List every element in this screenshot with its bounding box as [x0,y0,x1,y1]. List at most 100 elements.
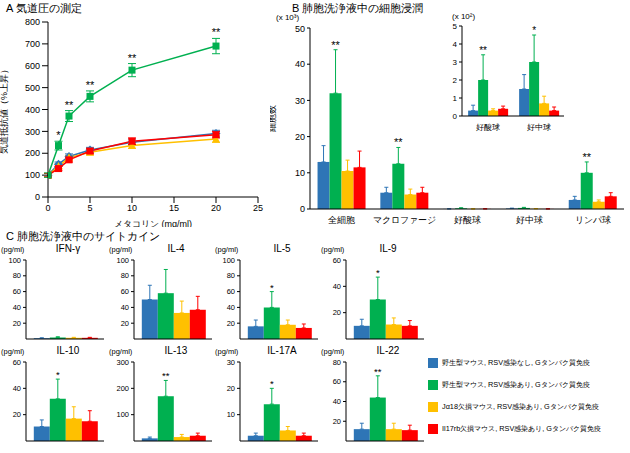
svg-text:40: 40 [333,282,341,291]
svg-text:200: 200 [116,384,129,393]
svg-text:40: 40 [13,303,21,312]
svg-text:20: 20 [295,132,305,142]
svg-text:20: 20 [211,203,221,213]
svg-text:80: 80 [121,271,129,280]
svg-text:*: * [270,378,274,389]
svg-text:**: ** [331,39,340,51]
svg-text:300: 300 [116,358,129,367]
svg-text:60: 60 [227,287,235,296]
svg-text:好酸球: 好酸球 [476,123,500,132]
svg-text:*: * [56,129,61,141]
svg-text:**: ** [128,52,137,64]
svg-text:**: ** [212,26,221,38]
html-text:IL-10: IL-10 [56,345,80,356]
svg-text:10: 10 [127,203,137,213]
svg-text:15: 15 [169,203,179,213]
svg-text:メタコリン (mg/ml): メタコリン (mg/ml) [114,219,192,227]
svg-text:10: 10 [295,168,305,178]
html-text:IL-5: IL-5 [273,243,291,254]
svg-text:リンパ球: リンパ球 [575,215,611,225]
html-text:(pg/ml): (pg/ml) [109,245,133,254]
svg-text:5: 5 [87,203,92,213]
svg-text:10: 10 [227,410,235,419]
svg-text:40: 40 [295,59,305,69]
html-text:(pg/ml): (pg/ml) [215,245,239,254]
svg-text:20: 20 [227,384,235,393]
svg-text:*: * [532,25,536,36]
svg-text:100: 100 [116,256,129,265]
svg-text:**: ** [86,79,95,91]
svg-text:*: * [376,267,380,278]
svg-text:300: 300 [25,127,40,137]
svg-text:60: 60 [333,256,341,265]
svg-text:0: 0 [453,112,458,121]
svg-text:2: 2 [453,76,458,85]
html-text:IL-9: IL-9 [379,243,397,254]
html-text:B 肺胞洗浄液中の細胞浸潤: B 肺胞洗浄液中の細胞浸潤 [292,2,424,14]
svg-text:5: 5 [453,22,458,31]
svg-text:好酸球: 好酸球 [454,215,481,225]
svg-text:700: 700 [25,39,40,49]
svg-text:**: ** [394,136,403,148]
html-text:IFN-γ: IFN-γ [55,243,81,254]
svg-text:800: 800 [25,17,40,27]
html-text:IL-17A: IL-17A [267,345,297,356]
svg-text:3: 3 [453,58,458,67]
svg-text:40: 40 [13,384,21,393]
svg-text:0: 0 [45,203,50,213]
svg-text:60: 60 [13,358,21,367]
svg-text:*: * [56,369,60,380]
svg-text:**: ** [162,370,170,381]
svg-text:20: 20 [333,417,341,426]
svg-text:0: 0 [35,192,40,202]
svg-text:20: 20 [227,319,235,328]
svg-text:500: 500 [25,83,40,93]
svg-text:60: 60 [13,287,21,296]
svg-text:気道抵抗値（%上昇）: 気道抵抗値（%上昇） [8,65,9,154]
svg-text:30: 30 [295,96,305,106]
svg-text:40: 40 [333,397,341,406]
svg-text:好中球: 好中球 [527,123,551,132]
svg-text:40: 40 [227,303,235,312]
svg-text:100: 100 [116,410,129,419]
html-text:(x 10²): (x 10²) [452,12,476,21]
svg-text:80: 80 [13,271,21,280]
svg-text:**: ** [65,99,74,111]
svg-text:4: 4 [453,40,458,49]
svg-text:60: 60 [333,377,341,386]
html-text:IL-22: IL-22 [376,345,400,356]
svg-text:20: 20 [121,319,129,328]
html-text:(pg/ml): (pg/ml) [1,245,25,254]
svg-text:600: 600 [25,61,40,71]
html-text:C 肺胞洗浄液中のサイトカイン: C 肺胞洗浄液中のサイトカイン [6,230,160,242]
svg-text:**: ** [374,366,382,377]
html-text:(x 10³): (x 10³) [276,13,300,22]
svg-text:100: 100 [25,170,40,180]
svg-text:80: 80 [333,358,341,367]
svg-text:60: 60 [121,287,129,296]
svg-text:1: 1 [453,94,458,103]
svg-text:マクロファージ: マクロファージ [373,215,436,225]
svg-text:40: 40 [121,303,129,312]
svg-text:細胞数: 細胞数 [270,105,277,133]
svg-text:全細胞: 全細胞 [328,215,355,225]
svg-text:25: 25 [253,203,263,213]
svg-text:**: ** [479,45,487,56]
svg-text:30: 30 [227,358,235,367]
svg-text:80: 80 [227,271,235,280]
svg-text:200: 200 [25,148,40,158]
html-text:IL-13: IL-13 [164,345,188,356]
svg-text:400: 400 [25,105,40,115]
html-text:IL-4: IL-4 [167,243,185,254]
svg-text:20: 20 [13,319,21,328]
svg-text:50: 50 [295,24,305,34]
svg-text:20: 20 [333,308,341,317]
svg-text:**: ** [582,151,591,163]
svg-text:20: 20 [13,410,21,419]
svg-text:100: 100 [8,256,21,265]
svg-text:100: 100 [222,256,235,265]
svg-text:0: 0 [300,204,305,214]
svg-text:*: * [270,282,274,293]
svg-text:好中球: 好中球 [516,215,543,225]
html-text:A 気道圧の測定: A 気道圧の測定 [6,2,82,14]
